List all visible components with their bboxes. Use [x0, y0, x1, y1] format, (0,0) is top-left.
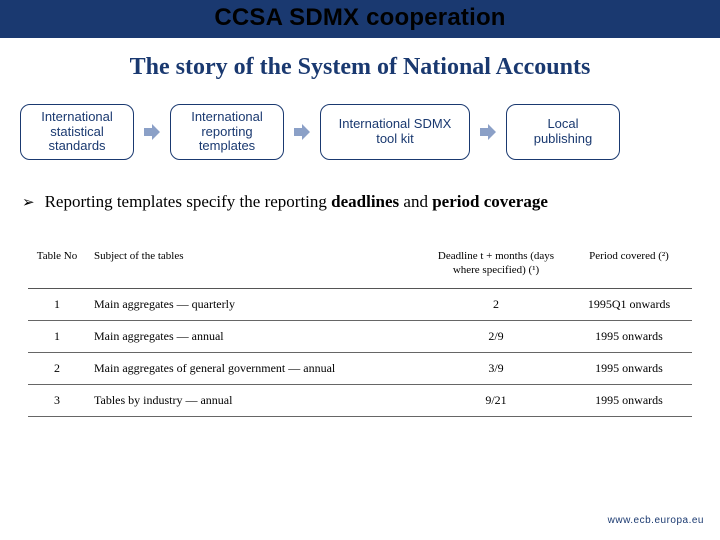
table-cell: 1995 onwards: [566, 320, 692, 352]
table-header-cell: Table No: [28, 244, 86, 288]
table-cell: 1995 onwards: [566, 352, 692, 384]
flow-node-label: publishing: [534, 132, 593, 147]
flow-node-label: International SDMX: [339, 117, 452, 132]
table-cell: Main aggregates — quarterly: [86, 288, 426, 320]
flow-node-label: Local: [547, 117, 578, 132]
flow-node-3: Localpublishing: [506, 104, 620, 160]
flow-node-label: statistical: [50, 125, 103, 140]
flow-arrow-icon: [141, 121, 163, 143]
table-cell: Main aggregates — annual: [86, 320, 426, 352]
table-cell: 2/9: [426, 320, 566, 352]
bullet-bold-period: period coverage: [432, 192, 548, 211]
flow-node-label: reporting: [201, 125, 252, 140]
table-cell: Main aggregates of general government — …: [86, 352, 426, 384]
flow-diagram: InternationalstatisticalstandardsInterna…: [20, 102, 700, 162]
bullet-text: Reporting templates specify the reportin…: [45, 192, 548, 212]
flow-node-label: tool kit: [376, 132, 414, 147]
table-cell: 1995Q1 onwards: [566, 288, 692, 320]
bullet-text-mid: and: [399, 192, 432, 211]
table-cell: 9/21: [426, 384, 566, 416]
table-cell: 1995 onwards: [566, 384, 692, 416]
flow-node-0: Internationalstatisticalstandards: [20, 104, 134, 160]
bullet-bold-deadlines: deadlines: [331, 192, 399, 211]
table-cell: 3: [28, 384, 86, 416]
table-row: 1Main aggregates — annual2/91995 onwards: [28, 320, 692, 352]
bullet-chevron-icon: ➢: [22, 193, 35, 211]
table-cell: Tables by industry — annual: [86, 384, 426, 416]
table-row: 1Main aggregates — quarterly21995Q1 onwa…: [28, 288, 692, 320]
bullet-line: ➢ Reporting templates specify the report…: [22, 192, 702, 212]
slide-subtitle: The story of the System of National Acco…: [0, 54, 720, 81]
table-header-cell: Deadline t + months (days where specifie…: [426, 244, 566, 288]
table-cell: 2: [28, 352, 86, 384]
footer-url: www.ecb.europa.eu: [608, 515, 704, 526]
flow-node-label: templates: [199, 139, 255, 154]
table-row: 2Main aggregates of general government —…: [28, 352, 692, 384]
flow-arrow-icon: [291, 121, 313, 143]
flow-node-2: International SDMXtool kit: [320, 104, 470, 160]
table-cell: 2: [426, 288, 566, 320]
flow-node-label: standards: [48, 139, 105, 154]
table-header-cell: Subject of the tables: [86, 244, 426, 288]
table-cell: 3/9: [426, 352, 566, 384]
flow-node-label: International: [191, 110, 263, 125]
table-row: 3Tables by industry — annual9/211995 onw…: [28, 384, 692, 416]
flow-arrow-icon: [477, 121, 499, 143]
bullet-text-prefix: Reporting templates specify the reportin…: [45, 192, 332, 211]
table-cell: 1: [28, 288, 86, 320]
table-cell: 1: [28, 320, 86, 352]
slide-header-title: CCSA SDMX cooperation: [0, 4, 720, 32]
flow-node-1: Internationalreportingtemplates: [170, 104, 284, 160]
table-header-cell: Period covered (²): [566, 244, 692, 288]
flow-node-label: International: [41, 110, 113, 125]
reporting-table: Table NoSubject of the tablesDeadline t …: [28, 244, 692, 417]
